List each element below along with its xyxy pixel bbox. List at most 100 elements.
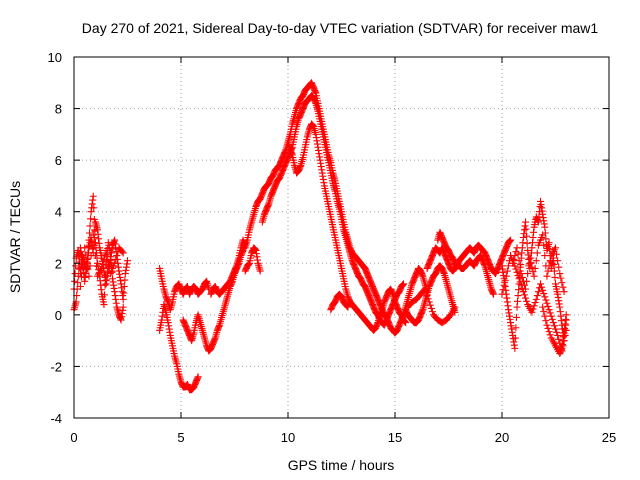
data-point bbox=[85, 272, 93, 280]
data-point bbox=[86, 222, 94, 230]
data-point bbox=[556, 270, 564, 278]
data-point bbox=[89, 192, 97, 200]
data-point bbox=[99, 260, 107, 268]
data-point bbox=[102, 246, 110, 254]
data-point bbox=[112, 255, 120, 263]
data-point bbox=[540, 290, 548, 298]
data-point bbox=[558, 279, 566, 287]
data-point bbox=[550, 322, 558, 330]
data-point bbox=[515, 275, 523, 283]
data-point bbox=[546, 257, 554, 265]
data-point bbox=[520, 291, 528, 299]
data-point bbox=[426, 301, 434, 309]
data-point bbox=[513, 244, 521, 252]
y-tick-label: 6 bbox=[55, 153, 62, 168]
data-point bbox=[522, 225, 530, 233]
x-tick-label: 10 bbox=[281, 430, 295, 445]
data-point bbox=[553, 328, 561, 336]
data-point bbox=[522, 218, 530, 226]
data-point bbox=[516, 278, 524, 286]
y-tick-label: 0 bbox=[55, 308, 62, 323]
data-point bbox=[543, 272, 551, 280]
data-point bbox=[512, 265, 520, 273]
data-point bbox=[557, 274, 565, 282]
data-point bbox=[522, 285, 530, 293]
data-point bbox=[523, 239, 531, 247]
y-tick-label: 10 bbox=[48, 50, 62, 65]
data-point bbox=[551, 273, 559, 281]
data-point bbox=[428, 308, 436, 316]
data-point bbox=[520, 281, 528, 289]
data-point bbox=[559, 283, 567, 291]
y-tick-label: 2 bbox=[55, 256, 62, 271]
data-point bbox=[546, 309, 554, 317]
data-point bbox=[543, 321, 551, 329]
data-point bbox=[421, 285, 429, 293]
data-point bbox=[499, 286, 507, 294]
data-point bbox=[555, 335, 563, 343]
data-point bbox=[541, 252, 549, 260]
data-point bbox=[511, 252, 519, 260]
data-point bbox=[501, 277, 509, 285]
data-point bbox=[531, 264, 539, 272]
data-point bbox=[524, 270, 532, 278]
data-point bbox=[530, 302, 538, 310]
data-point bbox=[539, 231, 547, 239]
data-point bbox=[507, 236, 515, 244]
data-point bbox=[76, 251, 84, 259]
data-point bbox=[534, 288, 542, 296]
data-point bbox=[554, 331, 562, 339]
data-point bbox=[532, 295, 540, 303]
y-axis-label: SDTVAR / TECUs bbox=[7, 181, 23, 293]
data-point bbox=[523, 277, 531, 285]
data-point bbox=[402, 319, 410, 327]
data-point bbox=[552, 244, 559, 252]
data-point bbox=[510, 255, 518, 263]
data-point bbox=[87, 215, 95, 223]
data-point bbox=[106, 249, 114, 257]
data-point bbox=[71, 277, 79, 285]
y-tick-labels: -4 -2 0 2 4 6 8 10 bbox=[48, 50, 62, 426]
x-tick-labels: 0 5 10 15 20 25 bbox=[70, 430, 616, 445]
data-point bbox=[90, 215, 98, 223]
data-point bbox=[509, 259, 517, 267]
data-point bbox=[545, 239, 553, 247]
data-point bbox=[74, 279, 82, 287]
data-point bbox=[100, 255, 108, 263]
data-point bbox=[550, 261, 558, 269]
data-point bbox=[400, 280, 408, 288]
data-point bbox=[546, 331, 554, 339]
data-point bbox=[102, 272, 110, 280]
data-point bbox=[543, 299, 551, 307]
data-point bbox=[513, 268, 521, 276]
data-point bbox=[512, 313, 520, 321]
data-point bbox=[523, 297, 531, 305]
data-point bbox=[498, 290, 506, 298]
data-point bbox=[91, 227, 99, 235]
data-point bbox=[75, 265, 83, 273]
x-tick-label: 0 bbox=[70, 430, 77, 445]
data-point bbox=[344, 303, 352, 311]
data-point bbox=[92, 262, 100, 270]
data-point bbox=[555, 263, 563, 271]
chart-title: Day 270 of 2021, Sidereal Day-to-day VTE… bbox=[82, 20, 599, 36]
data-point bbox=[113, 252, 121, 260]
data-point bbox=[124, 257, 131, 265]
data-point bbox=[546, 245, 554, 253]
data-point bbox=[526, 254, 534, 262]
data-point bbox=[554, 257, 562, 265]
data-point bbox=[545, 306, 553, 314]
data-point bbox=[489, 290, 497, 298]
data-point bbox=[119, 303, 127, 311]
data-point bbox=[548, 315, 556, 323]
data-point bbox=[77, 273, 85, 281]
data-point bbox=[422, 288, 430, 296]
x-tick-label: 15 bbox=[388, 430, 402, 445]
data-point bbox=[120, 282, 128, 290]
data-point bbox=[522, 294, 530, 302]
data-point bbox=[91, 252, 99, 260]
data-point bbox=[533, 249, 541, 257]
data-point bbox=[100, 291, 108, 299]
data-point bbox=[111, 259, 119, 267]
data-point bbox=[86, 262, 94, 270]
